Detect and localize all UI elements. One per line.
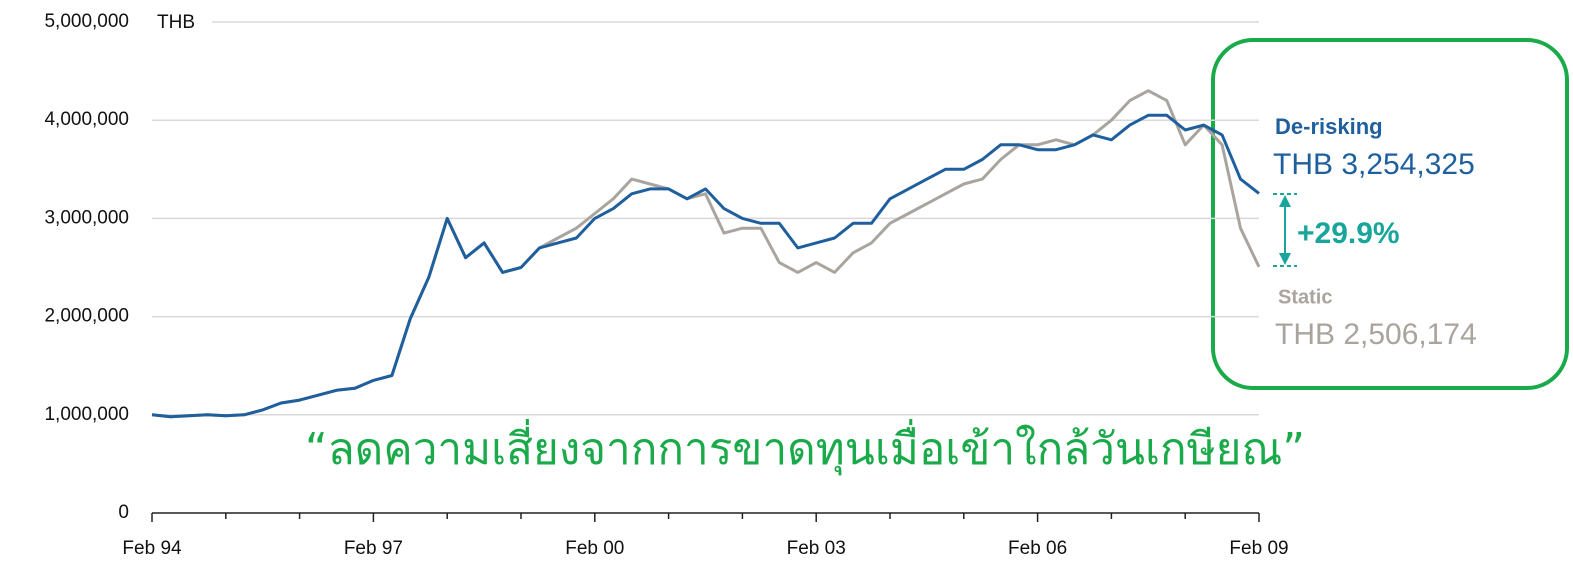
- y-tick-label: 1,000,000: [44, 404, 129, 425]
- unit-label: THB: [157, 12, 195, 33]
- x-tick-label: Feb 00: [565, 538, 624, 559]
- caption: “ลดความเสี่ยงจากการขาดทุนเมื่อเข้าใกล้วั…: [305, 418, 1305, 476]
- line-series: [151, 89, 1261, 419]
- y-tick-label: 5,000,000: [44, 11, 129, 32]
- y-tick-label: 2,000,000: [44, 306, 129, 327]
- y-tick-label: 3,000,000: [44, 207, 129, 228]
- difference-arrow: [1273, 193, 1297, 267]
- y-tick-label: 4,000,000: [44, 109, 129, 130]
- difference-label: +29.9%: [1297, 217, 1400, 250]
- y-tick-label: 0: [118, 502, 129, 523]
- x-tick-label: Feb 97: [344, 538, 403, 559]
- x-tick-label: Feb 94: [122, 538, 182, 559]
- x-tick-label: Feb 06: [1008, 538, 1067, 559]
- derisk-label: De-risking: [1275, 114, 1383, 139]
- x-tick-label: Feb 03: [787, 538, 846, 559]
- line-series: [151, 113, 1260, 419]
- x-tick-label: Feb 09: [1229, 538, 1288, 559]
- static-value: THB 2,506,174: [1275, 318, 1477, 351]
- derisk-value: THB 3,254,325: [1273, 148, 1475, 181]
- static-label: Static: [1278, 286, 1332, 308]
- highlight-box: [1211, 38, 1569, 390]
